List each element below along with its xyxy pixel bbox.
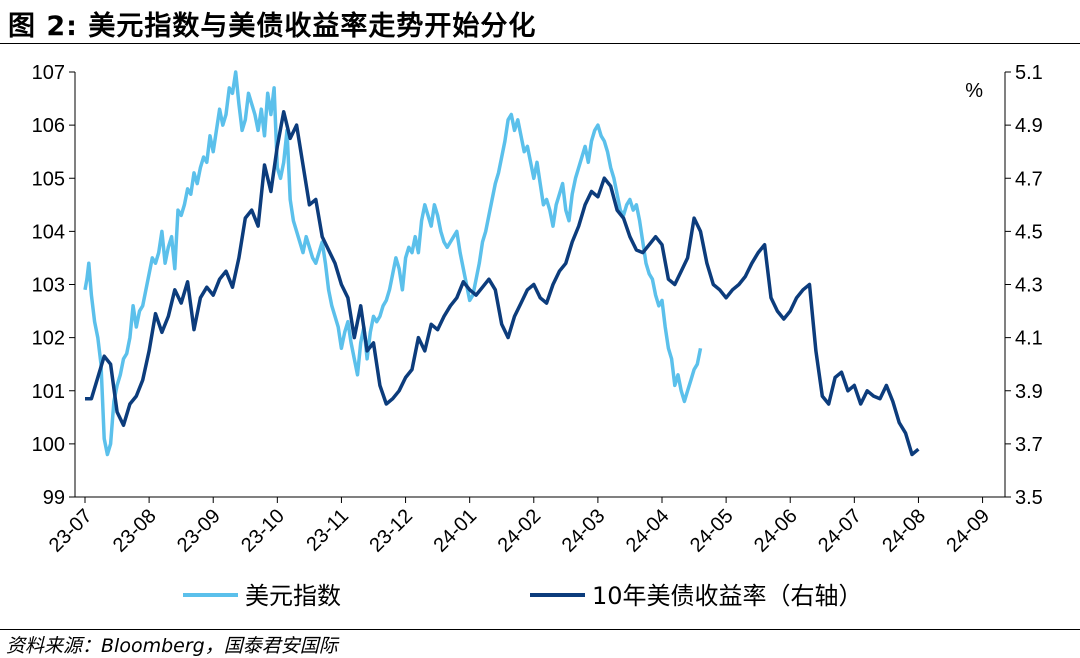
y-left-tick-label: 104 — [32, 221, 65, 243]
y-left-tick-label: 105 — [32, 168, 65, 190]
x-tick-label: 23-07 — [45, 505, 97, 557]
y-right-unit: % — [965, 80, 983, 102]
chart-axes: 99 100 101 102 103 104 105 106 107 3.5 3.7 3.9 4.1 4.… — [32, 62, 1043, 557]
x-tick-label: 23-10 — [237, 505, 289, 557]
x-tick-label: 24-04 — [622, 505, 674, 557]
x-tick-label: 23-11 — [302, 505, 353, 556]
x-tick-label: 23-12 — [365, 505, 417, 557]
x-tick-label: 24-02 — [494, 505, 546, 557]
y-right-tick-label: 3.5 — [1015, 487, 1043, 509]
chart-series — [83, 70, 920, 457]
x-tick-label: 24-01 — [429, 505, 481, 557]
title-divider — [0, 43, 1080, 44]
x-tick-label: 24-05 — [686, 505, 738, 557]
legend-item-ust10y-label: 10年美债收益率（右轴） — [592, 582, 863, 610]
y-left-tick-label: 101 — [32, 381, 65, 403]
source-note: 资料来源：Bloomberg，国泰君安国际 — [6, 635, 338, 657]
chart-legend: 美元指数 10年美债收益率（右轴） — [183, 582, 863, 610]
x-tick-label: 24-06 — [750, 505, 802, 557]
x-tick-label: 24-07 — [814, 505, 866, 557]
figure-title: 图 2: 美元指数与美债收益率走势开始分化 — [8, 11, 537, 42]
series-line-ust10y — [85, 110, 920, 457]
y-right-tick-label: 4.3 — [1015, 275, 1043, 297]
y-right-tick-label: 3.9 — [1015, 381, 1043, 403]
y-right-tick-label: 4.1 — [1015, 328, 1043, 350]
x-tick-label: 24-09 — [942, 505, 994, 557]
legend-item-dxy-label: 美元指数 — [245, 582, 341, 610]
y-left-tick-label: 107 — [32, 62, 65, 84]
y-left-tick-label: 100 — [32, 434, 65, 456]
series-line-dxy — [83, 70, 703, 457]
y-left-tick-label: 99 — [43, 487, 65, 509]
y-right-tick-label: 3.7 — [1015, 434, 1043, 456]
y-right-tick-label: 4.9 — [1015, 115, 1043, 137]
y-left-tick-label: 106 — [32, 115, 65, 137]
y-right-tick-label: 5.1 — [1015, 62, 1043, 84]
x-tick-label: 24-08 — [878, 505, 930, 557]
y-right-tick-label: 4.5 — [1015, 221, 1043, 243]
y-left-tick-label: 102 — [32, 328, 65, 350]
x-tick-label: 23-09 — [173, 505, 225, 557]
x-tick-label: 23-08 — [109, 505, 161, 557]
y-right-tick-label: 4.7 — [1015, 168, 1043, 190]
y-left-tick-label: 103 — [32, 275, 65, 297]
x-tick-label: 24-03 — [558, 505, 610, 557]
source-divider — [0, 629, 1080, 630]
